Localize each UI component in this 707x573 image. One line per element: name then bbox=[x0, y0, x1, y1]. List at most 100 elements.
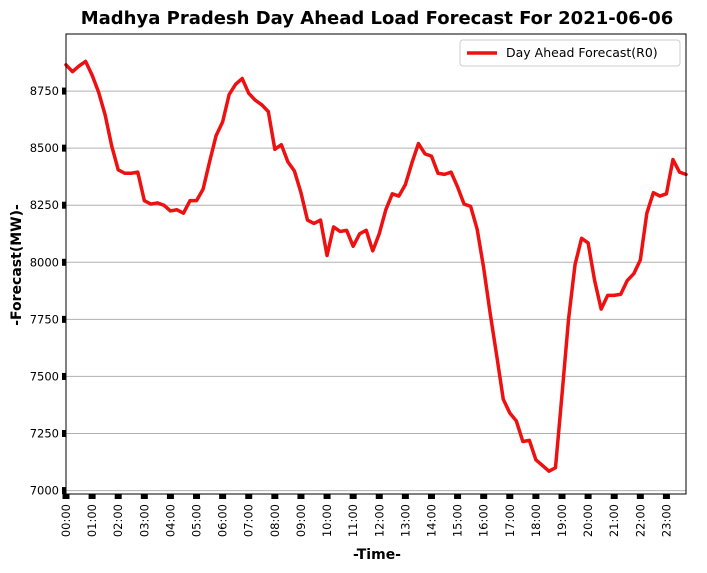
x-tick-label: 08:00 bbox=[268, 504, 282, 537]
x-tick-label: 14:00 bbox=[424, 504, 438, 537]
x-tick-mark bbox=[140, 494, 148, 499]
data-point bbox=[665, 192, 668, 196]
x-tick-label: 20:00 bbox=[581, 504, 595, 537]
data-point bbox=[188, 199, 192, 202]
data-point bbox=[325, 254, 329, 257]
y-tick-mark bbox=[62, 201, 66, 209]
y-axis-ticks: 7000 7250 7500 7750 8000 8250 8500 8750 bbox=[30, 84, 66, 498]
x-axis-ticks: 00:00 01:00 02:00 03:00 04:00 05:00 06:00 07:00… bbox=[59, 494, 673, 537]
data-point bbox=[214, 134, 218, 137]
x-tick-label: 19:00 bbox=[555, 504, 569, 537]
data-point bbox=[371, 249, 374, 253]
data-point bbox=[449, 170, 453, 174]
plot-frame bbox=[65, 33, 687, 495]
data-point bbox=[528, 439, 531, 442]
data-point bbox=[103, 113, 107, 117]
x-tick-mark bbox=[114, 494, 122, 499]
data-point bbox=[521, 440, 525, 443]
data-point bbox=[130, 172, 133, 175]
data-point bbox=[508, 411, 511, 415]
x-tick-label: 05:00 bbox=[190, 504, 204, 537]
x-tick-mark bbox=[506, 494, 514, 499]
data-point bbox=[169, 209, 172, 213]
x-tick-label: 17:00 bbox=[503, 504, 517, 537]
data-point bbox=[547, 469, 551, 473]
data-point bbox=[534, 458, 538, 461]
x-tick-mark bbox=[88, 494, 96, 499]
data-point bbox=[489, 312, 492, 315]
data-point bbox=[593, 279, 596, 282]
data-point bbox=[117, 168, 120, 172]
data-point bbox=[254, 99, 257, 102]
data-point bbox=[423, 152, 427, 156]
x-tick-label: 21:00 bbox=[607, 504, 621, 537]
x-tick-label: 13:00 bbox=[398, 504, 412, 537]
data-point bbox=[241, 77, 244, 80]
x-tick-mark bbox=[662, 494, 670, 499]
data-point bbox=[639, 258, 642, 262]
data-point bbox=[384, 208, 387, 211]
data-point bbox=[430, 154, 433, 158]
x-tick-label: 15:00 bbox=[451, 504, 465, 537]
data-point bbox=[293, 169, 296, 173]
data-point bbox=[567, 318, 570, 321]
x-tick-mark bbox=[166, 494, 174, 499]
data-point bbox=[221, 120, 224, 124]
data-point bbox=[397, 194, 401, 198]
data-point bbox=[573, 263, 577, 266]
y-axis-label: -Forecast(MW)- bbox=[9, 204, 25, 326]
data-point bbox=[156, 201, 159, 205]
chart-title: Madhya Pradesh Day Ahead Load Forecast F… bbox=[81, 8, 674, 29]
data-point bbox=[456, 185, 459, 189]
data-point bbox=[436, 172, 440, 175]
y-tick-mark bbox=[62, 315, 66, 323]
x-axis-label: -Time- bbox=[353, 547, 401, 563]
data-point bbox=[391, 192, 394, 196]
x-tick-label: 09:00 bbox=[294, 504, 308, 537]
y-tick-mark bbox=[62, 144, 66, 152]
data-point bbox=[345, 229, 348, 232]
data-point bbox=[143, 199, 146, 202]
data-point bbox=[541, 464, 544, 467]
data-point bbox=[306, 218, 309, 222]
x-tick-label: 07:00 bbox=[242, 504, 256, 537]
data-point bbox=[136, 170, 139, 174]
y-tick-mark bbox=[62, 430, 66, 438]
x-tick-mark bbox=[584, 494, 592, 499]
x-tick-label: 16:00 bbox=[477, 504, 491, 537]
data-point bbox=[312, 222, 316, 225]
y-tick-label: 8500 bbox=[30, 141, 59, 155]
data-point bbox=[606, 294, 609, 297]
x-tick-mark bbox=[349, 494, 357, 499]
data-point bbox=[678, 170, 681, 174]
x-tick-label: 10:00 bbox=[320, 504, 334, 537]
data-point bbox=[365, 229, 368, 232]
data-point bbox=[149, 202, 153, 206]
y-tick-label: 8000 bbox=[30, 255, 59, 269]
data-point bbox=[515, 419, 518, 423]
x-tick-label: 02:00 bbox=[111, 504, 125, 537]
data-point bbox=[273, 148, 277, 151]
data-point bbox=[645, 212, 649, 215]
x-tick-label: 04:00 bbox=[163, 504, 177, 537]
data-point bbox=[554, 466, 557, 469]
data-point bbox=[182, 212, 185, 215]
grid bbox=[66, 90, 686, 492]
data-point bbox=[613, 294, 616, 297]
data-point bbox=[443, 173, 446, 176]
y-tick-label: 7250 bbox=[30, 427, 59, 441]
data-point bbox=[71, 70, 74, 73]
y-tick-label: 7500 bbox=[30, 369, 59, 383]
x-tick-mark bbox=[193, 494, 201, 499]
x-tick-label: 23:00 bbox=[659, 504, 673, 537]
data-point bbox=[97, 91, 100, 94]
data-point bbox=[267, 110, 270, 113]
data-point bbox=[84, 60, 87, 63]
data-point bbox=[90, 73, 94, 77]
x-tick-mark bbox=[62, 494, 70, 499]
x-tick-mark bbox=[375, 494, 383, 499]
data-point bbox=[319, 218, 322, 222]
x-tick-mark bbox=[610, 494, 618, 499]
x-tick-label: 18:00 bbox=[529, 504, 543, 537]
x-tick-mark bbox=[219, 494, 227, 499]
